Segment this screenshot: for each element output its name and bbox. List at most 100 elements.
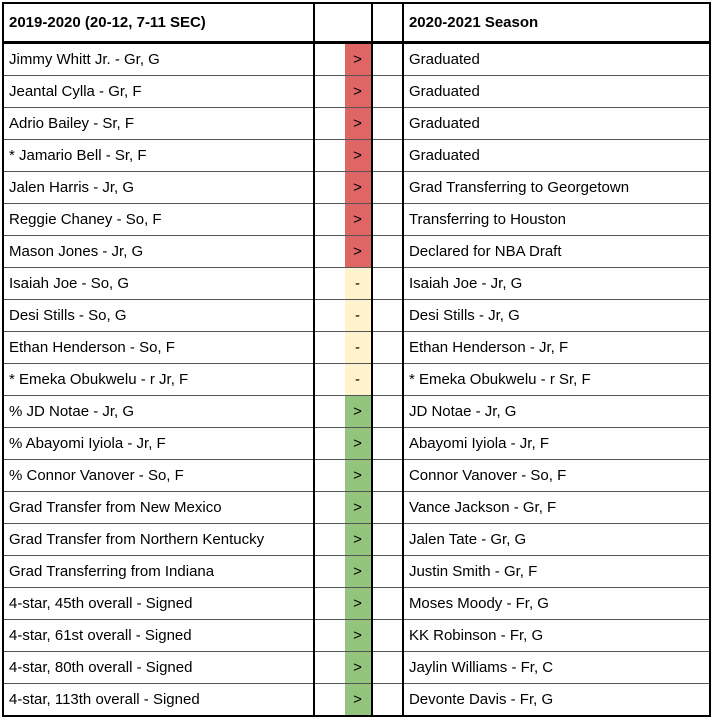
- previous-season-cell: Jimmy Whitt Jr. - Gr, G: [1, 42, 315, 76]
- table-row: 4-star, 61st overall - Signed > KK Robinso…: [1, 619, 711, 652]
- status-cell: >: [344, 523, 373, 556]
- status-cell: >: [344, 235, 373, 268]
- spacer-cell: [313, 395, 345, 428]
- spacer-cell: [371, 107, 404, 140]
- spacer-cell: [371, 171, 404, 204]
- next-season-cell: Jalen Tate - Gr, G: [402, 523, 711, 556]
- spacer-cell: [313, 619, 345, 652]
- table-row: Grad Transfer from Northern Kentucky > Jal…: [1, 523, 711, 556]
- spacer-cell: [313, 42, 345, 76]
- next-season-cell: Abayomi Iyiola - Jr, F: [402, 427, 711, 460]
- spacer-cell: [371, 555, 404, 588]
- spacer-cell: [371, 42, 404, 76]
- header-gap-right: [371, 2, 404, 44]
- previous-season-cell: 4-star, 45th overall - Signed: [1, 587, 315, 620]
- status-indicator: >: [344, 684, 370, 715]
- previous-season-cell: Grad Transferring from Indiana: [1, 555, 315, 588]
- previous-season-cell: Reggie Chaney - So, F: [1, 203, 315, 236]
- spacer-cell: [371, 203, 404, 236]
- spacer-cell: [371, 683, 404, 717]
- spacer-cell: [313, 491, 345, 524]
- table-row: Mason Jones - Jr, G > Declared for NBA Dra…: [1, 235, 711, 268]
- status-indicator: -: [344, 332, 370, 363]
- status-indicator: >: [344, 108, 370, 139]
- next-season-cell: Desi Stills - Jr, G: [402, 299, 711, 332]
- table-row: % Connor Vanover - So, F > Connor Vanover …: [1, 459, 711, 492]
- status-indicator: >: [344, 460, 370, 491]
- status-cell: >: [344, 171, 373, 204]
- spacer-cell: [313, 427, 345, 460]
- table-row: Jeantal Cylla - Gr, F > Graduated: [1, 75, 711, 108]
- table-row: % JD Notae - Jr, G > JD Notae - Jr, G: [1, 395, 711, 428]
- previous-season-cell: * Emeka Obukwelu - r Jr, F: [1, 363, 315, 396]
- next-season-cell: Vance Jackson - Gr, F: [402, 491, 711, 524]
- spacer-cell: [313, 139, 345, 172]
- spacer-cell: [313, 203, 345, 236]
- spacer-cell: [313, 459, 345, 492]
- table-row: Adrio Bailey - Sr, F > Graduated: [1, 107, 711, 140]
- spacer-cell: [371, 523, 404, 556]
- table-row: % Abayomi Iyiola - Jr, F > Abayomi Iyiola …: [1, 427, 711, 460]
- status-cell: >: [344, 683, 373, 717]
- spacer-cell: [313, 75, 345, 108]
- header-right-title: 2020-2021 Season: [401, 2, 711, 44]
- header-middle-title: [344, 2, 373, 44]
- spacer-cell: [313, 107, 345, 140]
- status-indicator: >: [344, 492, 370, 523]
- previous-season-cell: 4-star, 80th overall - Signed: [1, 651, 315, 684]
- next-season-cell: Moses Moody - Fr, G: [402, 587, 711, 620]
- status-cell: >: [344, 427, 373, 460]
- status-cell: >: [344, 555, 373, 588]
- spacer-cell: [371, 427, 404, 460]
- next-season-cell: Grad Transferring to Georgetown: [402, 171, 711, 204]
- status-indicator: >: [344, 204, 370, 235]
- next-season-cell: Justin Smith - Gr, F: [402, 555, 711, 588]
- status-cell: -: [344, 363, 373, 396]
- header-gap-left: [313, 2, 345, 44]
- header-row: 2019-2020 (20-12, 7-11 SEC) 2020-2021 Se…: [1, 2, 711, 44]
- spacer-cell: [313, 171, 345, 204]
- spacer-cell: [313, 363, 345, 396]
- status-indicator: >: [344, 556, 370, 587]
- next-season-cell: Graduated: [402, 107, 711, 140]
- next-season-cell: Transferring to Houston: [402, 203, 711, 236]
- status-indicator: >: [344, 428, 370, 459]
- table-row: Ethan Henderson - So, F - Ethan Henderson …: [1, 331, 711, 364]
- spacer-cell: [313, 523, 345, 556]
- spacer-cell: [313, 651, 345, 684]
- status-cell: >: [344, 459, 373, 492]
- spacer-cell: [313, 299, 345, 332]
- spacer-cell: [371, 363, 404, 396]
- status-cell: >: [344, 587, 373, 620]
- status-cell: -: [344, 331, 373, 364]
- status-cell: >: [344, 42, 373, 76]
- previous-season-cell: Adrio Bailey - Sr, F: [1, 107, 315, 140]
- next-season-cell: Ethan Henderson - Jr, F: [402, 331, 711, 364]
- previous-season-cell: 4-star, 61st overall - Signed: [1, 619, 315, 652]
- status-cell: >: [344, 107, 373, 140]
- next-season-cell: Graduated: [402, 42, 711, 76]
- status-indicator: -: [344, 300, 370, 331]
- previous-season-cell: Grad Transfer from New Mexico: [1, 491, 315, 524]
- previous-season-cell: Isaiah Joe - So, G: [1, 267, 315, 300]
- status-indicator: >: [344, 652, 370, 683]
- spacer-cell: [313, 235, 345, 268]
- spacer-cell: [371, 651, 404, 684]
- status-indicator: >: [344, 396, 370, 427]
- spacer-cell: [371, 299, 404, 332]
- next-season-cell: Connor Vanover - So, F: [402, 459, 711, 492]
- status-cell: >: [344, 75, 373, 108]
- status-indicator: >: [344, 172, 370, 203]
- status-indicator: -: [344, 364, 370, 395]
- previous-season-cell: % Connor Vanover - So, F: [1, 459, 315, 492]
- spacer-cell: [371, 587, 404, 620]
- table-row: Grad Transfer from New Mexico > Vance Jack…: [1, 491, 711, 524]
- table-row: 4-star, 80th overall - Signed > Jaylin Wil…: [1, 651, 711, 684]
- previous-season-cell: Ethan Henderson - So, F: [1, 331, 315, 364]
- status-indicator: >: [344, 44, 370, 75]
- status-indicator: >: [344, 76, 370, 107]
- spacer-cell: [371, 139, 404, 172]
- table-row: * Emeka Obukwelu - r Jr, F - * Emeka Obukw…: [1, 363, 711, 396]
- previous-season-cell: % Abayomi Iyiola - Jr, F: [1, 427, 315, 460]
- previous-season-cell: % JD Notae - Jr, G: [1, 395, 315, 428]
